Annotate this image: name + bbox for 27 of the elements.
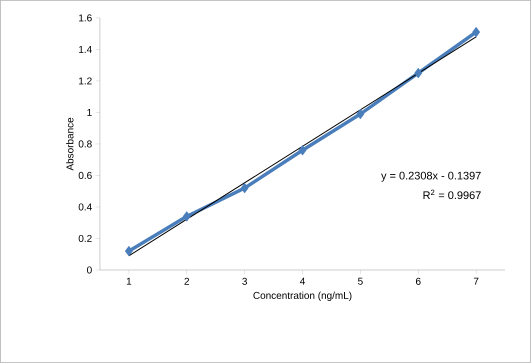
point xyxy=(240,182,249,194)
x-tick-label: 6 xyxy=(416,278,421,285)
point xyxy=(414,68,422,78)
x-tick-label: 7 xyxy=(474,278,478,285)
y-tick-label: 0.8 xyxy=(78,140,92,148)
y-tick-label: 0.4 xyxy=(78,203,92,211)
x-tick-label: 2 xyxy=(184,278,190,285)
annotation: y = 0.2308x - 0.1397 xyxy=(381,172,481,182)
y-axis-title: Absorbance xyxy=(66,118,74,171)
point xyxy=(356,108,364,120)
y-tick-label: 0.2 xyxy=(78,234,92,242)
y-tick-label: 1 xyxy=(87,109,92,116)
y-tick-label: 1.2 xyxy=(79,77,92,84)
y-tick-label: 0 xyxy=(87,266,92,274)
point xyxy=(182,211,191,222)
x-tick-label: 3 xyxy=(242,278,247,285)
point xyxy=(298,145,306,156)
x-tick-label: 5 xyxy=(358,278,363,285)
x-tick-label: 1 xyxy=(126,278,132,285)
y-tick-label: 1.6 xyxy=(79,14,92,22)
point xyxy=(124,246,133,256)
x-axis-title: Concentration (ng/mL) xyxy=(253,292,352,301)
y-tick-label: 1.4 xyxy=(79,46,92,53)
y-tick-label: 0.6 xyxy=(78,172,92,180)
x-tick-label: 4 xyxy=(300,278,305,285)
annotation: R$^{2}$ = 0.9967 xyxy=(424,190,481,200)
point xyxy=(472,26,480,38)
